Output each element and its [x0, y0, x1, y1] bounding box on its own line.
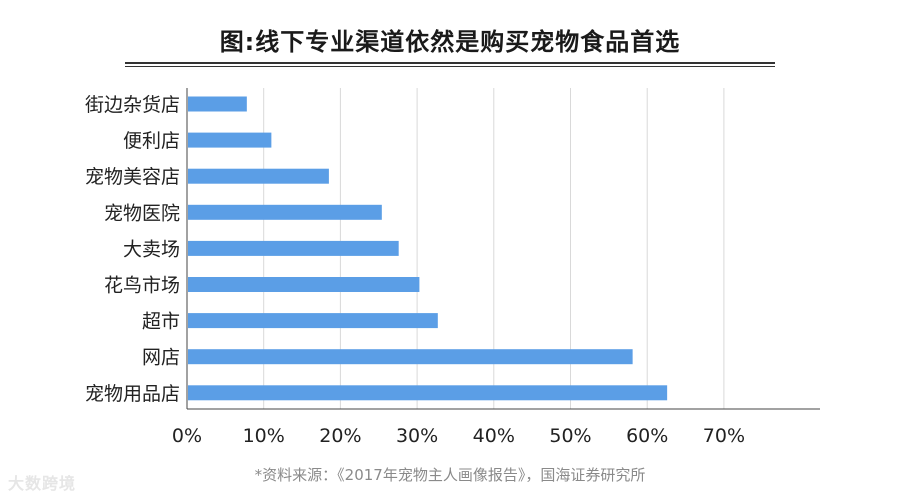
- x-tick-label: 30%: [396, 425, 438, 447]
- x-tick-label: 70%: [703, 425, 745, 447]
- category-label: 宠物美容店: [85, 166, 180, 188]
- bar: [188, 96, 247, 112]
- category-label: 便利店: [123, 130, 180, 152]
- source-note: *资料来源：《2017年宠物主人画像报告》，国海证券研究所: [254, 466, 646, 484]
- bar: [188, 132, 272, 148]
- x-tick-label: 50%: [549, 425, 591, 447]
- x-tick-label: 40%: [473, 425, 515, 447]
- bar: [188, 168, 329, 184]
- x-tick-label: 60%: [626, 425, 668, 447]
- bar: [188, 385, 668, 401]
- x-tick-label: 10%: [243, 425, 285, 447]
- bar: [188, 240, 399, 256]
- bar: [188, 277, 420, 292]
- category-label: 街边杂货店: [85, 94, 180, 116]
- chart-title: 图:线下专业渠道依然是购买宠物食品首选: [219, 28, 681, 56]
- bar: [188, 204, 382, 220]
- watermark-logo: 大数跨境: [8, 474, 77, 493]
- x-tick-label: 20%: [319, 425, 361, 447]
- bar: [188, 349, 633, 365]
- category-label: 超市: [142, 311, 180, 333]
- title-underline: [125, 62, 775, 64]
- category-label: 花鸟市场: [104, 275, 180, 297]
- title-underline-thin: [125, 66, 775, 67]
- bar: [188, 313, 438, 329]
- category-label: 大卖场: [123, 238, 180, 260]
- category-label: 宠物用品店: [85, 383, 180, 405]
- category-label: 网店: [142, 347, 180, 369]
- category-label: 宠物医院: [104, 202, 180, 224]
- x-tick-label: 0%: [172, 425, 202, 447]
